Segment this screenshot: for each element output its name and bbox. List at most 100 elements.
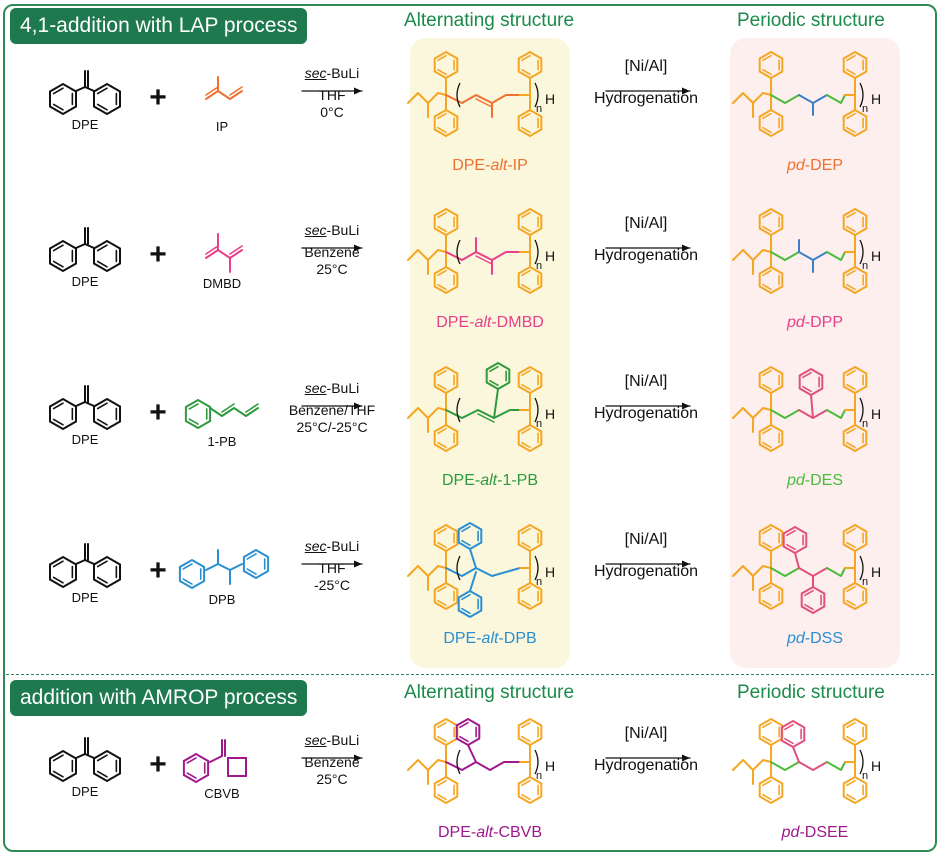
ring-double-bond	[96, 244, 108, 252]
segment	[826, 567, 846, 577]
alternating-header-2: Alternating structure	[404, 682, 575, 703]
alt-prefix: DPE-	[452, 157, 491, 174]
phenyl-ring	[433, 207, 459, 237]
bond	[75, 243, 86, 249]
initiator: sec-BuLi	[304, 222, 359, 239]
chain-end-h: H	[871, 91, 882, 107]
sec-butyl-chain	[732, 249, 772, 261]
subscript-n: n	[536, 770, 543, 782]
bond	[467, 744, 477, 763]
solvent: Benzene	[304, 754, 360, 770]
double-bond	[475, 255, 493, 265]
initiator-prefix: sec	[304, 380, 327, 396]
alt-suffix: -CBVB	[493, 824, 543, 841]
catalyst: [Ni/Al]	[624, 531, 668, 548]
ring-double-bond	[96, 560, 108, 568]
ring-double-bond	[182, 578, 193, 585]
phenyl-ring	[49, 555, 77, 589]
phenyl-ring	[178, 558, 206, 590]
phenyl-ring	[433, 523, 459, 553]
subscript-n: n	[862, 103, 869, 115]
phenyl-ring	[517, 717, 543, 747]
pendant-phenyl-ring	[455, 717, 481, 747]
alternating-header-1: Alternating structure	[404, 10, 575, 31]
ring-double-bond	[521, 211, 531, 219]
ring-double-bond	[521, 126, 531, 134]
monomer-chain	[445, 94, 521, 104]
repeat-bracket-right	[859, 397, 864, 423]
ring-double-bond	[786, 529, 796, 537]
ring-double-bond	[52, 87, 64, 95]
bond	[84, 753, 95, 759]
pd-suffix: -DPP	[804, 314, 844, 331]
reaction-arrow-head	[354, 754, 362, 762]
phenyl-ring	[842, 523, 868, 553]
repeat-bracket-right	[859, 82, 864, 108]
ring-double-bond	[52, 418, 64, 426]
sec-butyl-chain	[407, 759, 447, 771]
cyclobutyl-ring	[227, 757, 247, 777]
chain-end-h: H	[545, 758, 556, 774]
ring-double-bond	[489, 379, 499, 387]
monomer-label: DPB	[208, 592, 236, 607]
pendant-phenyl-ring	[485, 361, 511, 391]
ring-double-bond	[762, 283, 772, 291]
ring-double-bond	[186, 757, 197, 764]
segment	[770, 567, 800, 577]
initiator: sec-BuLi	[304, 732, 359, 749]
ring-double-bond	[521, 269, 531, 277]
ring-double-bond	[846, 441, 856, 449]
ring-double-bond	[521, 369, 531, 377]
dmbd	[205, 249, 243, 259]
catalyst: [Ni/Al]	[624, 58, 668, 75]
temperature: 25°C	[316, 261, 348, 277]
solvent: THF	[318, 560, 346, 576]
ring-double-bond	[846, 369, 856, 377]
ring-double-bond	[437, 427, 447, 435]
ring-double-bond	[762, 441, 772, 449]
ring-double-bond	[246, 568, 257, 575]
butadienyl	[209, 407, 259, 417]
ring-double-bond	[521, 383, 531, 391]
repeat-bracket-left	[456, 82, 461, 108]
catalyst: [Ni/Al]	[624, 725, 668, 742]
alt-italic: alt	[474, 314, 492, 331]
ring-double-bond	[762, 793, 772, 801]
phenyl-ring	[93, 555, 121, 589]
dpe-molecule	[49, 385, 121, 431]
subscript-n: n	[536, 576, 543, 588]
outer-frame	[3, 4, 937, 852]
periodic-header-1: Periodic structure	[737, 10, 885, 31]
phenyl-ring	[93, 82, 121, 116]
alternating-band	[410, 38, 570, 668]
initiator-prefix: sec	[304, 538, 327, 554]
solvent: Benzene	[304, 244, 360, 260]
temperature: -25°C	[314, 577, 350, 593]
ring-double-bond	[521, 585, 531, 593]
phenyl-ring	[49, 82, 77, 116]
pd-suffix: -DSEE	[799, 824, 849, 841]
ring-double-bond	[762, 269, 772, 277]
ring-double-bond	[521, 68, 531, 76]
bond	[469, 571, 477, 592]
ring-double-bond	[521, 793, 531, 801]
double-bond	[475, 98, 493, 108]
pd-polymer-name: pd-DPP	[787, 314, 843, 332]
section-divider	[6, 674, 934, 675]
ring-double-bond	[762, 779, 772, 787]
hydrogenation-arrow-head	[682, 560, 690, 568]
monomer-chain	[445, 251, 521, 261]
chain-end-h: H	[871, 406, 882, 422]
alt-polymer-name: DPE-alt-DMBD	[436, 314, 544, 332]
ring-double-bond	[804, 603, 814, 611]
repeat-bracket-left	[456, 397, 461, 423]
periodic-header-2: Periodic structure	[737, 682, 885, 703]
initiator: sec-BuLi	[305, 65, 359, 82]
repeat-bracket-right	[534, 82, 539, 108]
ring-double-bond	[96, 418, 108, 426]
double-bond	[221, 403, 235, 413]
sec-butyl-chain	[732, 407, 772, 419]
ring-double-bond	[188, 418, 199, 425]
ring-double-bond	[437, 269, 447, 277]
